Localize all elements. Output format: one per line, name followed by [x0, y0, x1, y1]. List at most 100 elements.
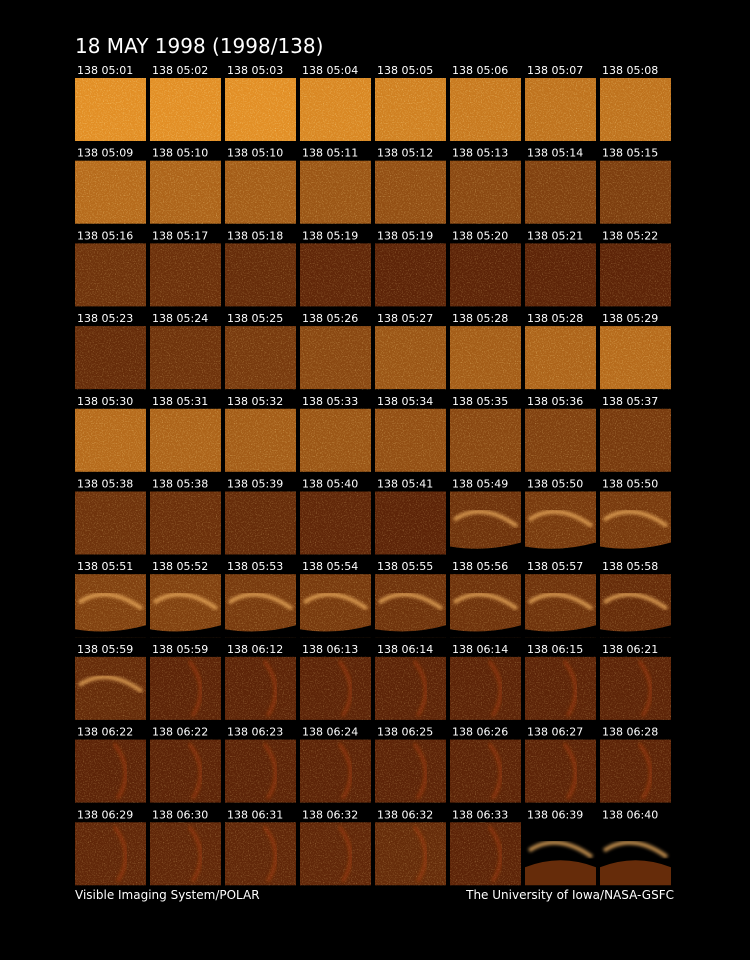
frame-label: 138 06:33 — [452, 808, 508, 821]
frame: 138 06:26 — [450, 726, 521, 803]
frame-label: 138 05:57 — [527, 560, 583, 573]
frame: 138 05:25 — [225, 312, 296, 390]
frame-label: 138 05:55 — [377, 560, 433, 573]
frame-label: 138 05:54 — [302, 560, 358, 573]
frame: 138 06:22 — [75, 726, 146, 803]
frame: 138 05:23 — [75, 312, 146, 390]
aurora-arc — [187, 742, 203, 800]
frame-label: 138 05:30 — [77, 395, 133, 408]
frame: 138 06:13 — [300, 643, 371, 720]
frame-grain — [600, 243, 671, 307]
frame-grain — [375, 822, 446, 886]
frame: 138 06:31 — [225, 808, 296, 886]
frame-label: 138 05:24 — [152, 312, 208, 325]
frame: 138 05:57 — [525, 560, 596, 638]
frame-grain — [450, 739, 521, 803]
limb — [75, 625, 146, 638]
frame: 138 05:34 — [375, 395, 446, 472]
frame: 138 06:22 — [150, 726, 221, 803]
aurora-arc — [112, 742, 128, 800]
frame: 138 05:19 — [300, 229, 371, 307]
frame-grain — [525, 243, 596, 307]
frame: 138 06:21 — [600, 643, 671, 720]
frame-label: 138 06:32 — [302, 808, 358, 821]
frame: 138 05:55 — [375, 560, 446, 638]
aurora-arc — [187, 825, 203, 883]
aurora-arc — [487, 825, 503, 883]
frame-grain — [375, 326, 446, 390]
limb — [600, 542, 671, 555]
frame-label: 138 05:53 — [227, 560, 283, 573]
aurora-arc — [562, 742, 578, 800]
frame: 138 05:17 — [150, 229, 221, 307]
frame-label: 138 05:39 — [227, 478, 283, 491]
frame-grain — [150, 408, 221, 472]
frame: 138 06:14 — [450, 643, 521, 720]
frame: 138 05:20 — [450, 229, 521, 307]
frame-label: 138 06:25 — [377, 726, 433, 739]
frame-grain — [450, 160, 521, 224]
frame-label: 138 06:22 — [152, 726, 208, 739]
frame: 138 05:31 — [150, 395, 221, 472]
aurora-arc — [227, 592, 294, 611]
frame-label: 138 05:25 — [227, 312, 283, 325]
frame-grain — [225, 160, 296, 224]
frame-label: 138 05:06 — [452, 64, 508, 77]
frame-label: 138 05:37 — [602, 395, 658, 408]
frame: 138 06:23 — [225, 726, 296, 803]
frame-grain — [150, 656, 221, 720]
frame-label: 138 05:38 — [152, 478, 208, 491]
frame-label: 138 05:50 — [602, 478, 658, 491]
frame: 138 05:40 — [300, 478, 371, 555]
frame-label: 138 05:33 — [302, 395, 358, 408]
frame-grain — [225, 78, 296, 141]
frame: 138 05:21 — [525, 229, 596, 307]
frame: 138 05:03 — [225, 64, 296, 141]
frame: 138 05:33 — [300, 395, 371, 472]
frame-grain — [600, 326, 671, 390]
frame: 138 05:39 — [225, 478, 296, 555]
frame: 138 06:29 — [75, 808, 146, 886]
limb — [450, 542, 521, 555]
frame: 138 05:18 — [225, 229, 296, 307]
frame-grain — [75, 408, 146, 472]
frame-label: 138 05:19 — [377, 229, 433, 242]
frame-label: 138 06:15 — [527, 643, 583, 656]
frame-grain — [150, 491, 221, 555]
frame: 138 05:50 — [525, 478, 596, 555]
frame-grain — [225, 822, 296, 886]
aurora-arc — [412, 742, 428, 800]
frame: 138 06:24 — [300, 726, 371, 803]
frame-label: 138 05:21 — [527, 229, 583, 242]
aurora-arc — [337, 742, 353, 800]
frame: 138 05:38 — [75, 478, 146, 555]
frame: 138 05:26 — [300, 312, 371, 390]
frame: 138 05:19 — [375, 229, 446, 307]
frame-grain — [450, 408, 521, 472]
frame-label: 138 06:32 — [377, 808, 433, 821]
frame-grain — [600, 656, 671, 720]
frame: 138 06:12 — [225, 643, 296, 720]
frame-grain — [225, 243, 296, 307]
limb — [300, 625, 371, 638]
frame-grain — [300, 78, 371, 141]
frame-grain — [600, 408, 671, 472]
aurora-arc — [262, 742, 278, 800]
frame-label: 138 06:29 — [77, 808, 133, 821]
frame-grain — [225, 739, 296, 803]
frame: 138 05:06 — [450, 64, 521, 141]
frame-label: 138 05:49 — [452, 478, 508, 491]
frame-grain — [300, 326, 371, 390]
frame: 138 05:56 — [450, 560, 521, 638]
frame-label: 138 05:01 — [77, 64, 133, 77]
frame: 138 06:14 — [375, 643, 446, 720]
limb — [525, 542, 596, 555]
frame-label: 138 05:04 — [302, 64, 358, 77]
frame-grain — [150, 739, 221, 803]
frame: 138 05:41 — [375, 478, 446, 555]
frame-grid: 138 05:01 138 05:02 138 05:03 138 05:04 138 … — [75, 64, 671, 886]
frame-label: 138 05:26 — [302, 312, 358, 325]
frame-label: 138 05:29 — [602, 312, 658, 325]
frame-label: 138 05:22 — [602, 229, 658, 242]
